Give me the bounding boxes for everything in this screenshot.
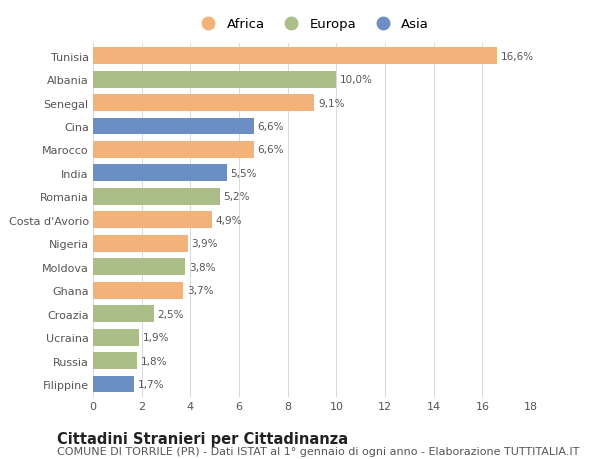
Text: 3,8%: 3,8% bbox=[189, 262, 215, 272]
Bar bbox=[93, 282, 183, 299]
Bar bbox=[93, 259, 185, 275]
Text: 4,9%: 4,9% bbox=[216, 215, 242, 225]
Bar bbox=[93, 353, 137, 369]
Text: 16,6%: 16,6% bbox=[500, 51, 534, 62]
Text: 9,1%: 9,1% bbox=[318, 98, 344, 108]
Bar bbox=[93, 165, 227, 182]
Text: 3,9%: 3,9% bbox=[191, 239, 218, 249]
Text: 5,5%: 5,5% bbox=[230, 168, 257, 179]
Text: 2,5%: 2,5% bbox=[157, 309, 184, 319]
Text: 3,7%: 3,7% bbox=[187, 285, 213, 296]
Bar bbox=[93, 72, 337, 88]
Bar bbox=[93, 189, 220, 205]
Bar bbox=[93, 212, 212, 229]
Text: 1,7%: 1,7% bbox=[138, 379, 164, 389]
Legend: Africa, Europa, Asia: Africa, Europa, Asia bbox=[195, 18, 429, 31]
Text: COMUNE DI TORRILE (PR) - Dati ISTAT al 1° gennaio di ogni anno - Elaborazione TU: COMUNE DI TORRILE (PR) - Dati ISTAT al 1… bbox=[57, 446, 580, 456]
Bar bbox=[93, 329, 139, 346]
Bar bbox=[93, 235, 188, 252]
Bar bbox=[93, 118, 254, 135]
Bar bbox=[93, 376, 134, 392]
Text: 5,2%: 5,2% bbox=[223, 192, 250, 202]
Bar bbox=[93, 48, 497, 65]
Text: 10,0%: 10,0% bbox=[340, 75, 373, 85]
Text: 6,6%: 6,6% bbox=[257, 145, 284, 155]
Text: 6,6%: 6,6% bbox=[257, 122, 284, 132]
Bar bbox=[93, 142, 254, 158]
Text: 1,8%: 1,8% bbox=[140, 356, 167, 366]
Bar bbox=[93, 306, 154, 322]
Text: Cittadini Stranieri per Cittadinanza: Cittadini Stranieri per Cittadinanza bbox=[57, 431, 348, 447]
Bar bbox=[93, 95, 314, 112]
Text: 1,9%: 1,9% bbox=[143, 332, 169, 342]
